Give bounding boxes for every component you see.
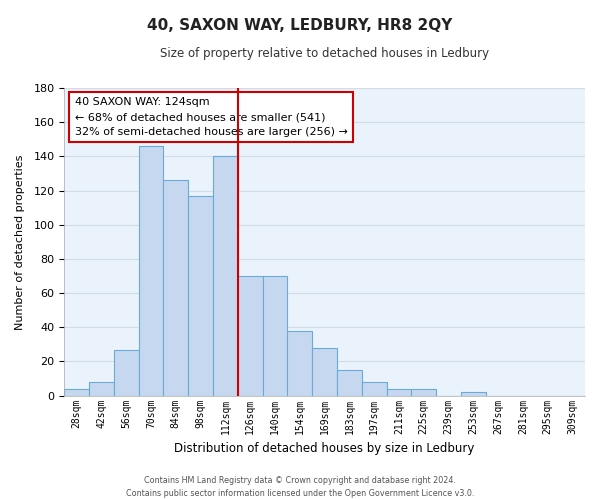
- Text: 40, SAXON WAY, LEDBURY, HR8 2QY: 40, SAXON WAY, LEDBURY, HR8 2QY: [148, 18, 452, 32]
- Bar: [139, 146, 163, 396]
- Bar: [362, 382, 386, 396]
- Y-axis label: Number of detached properties: Number of detached properties: [15, 154, 25, 330]
- Text: Contains HM Land Registry data © Crown copyright and database right 2024.
Contai: Contains HM Land Registry data © Crown c…: [126, 476, 474, 498]
- Bar: [188, 196, 213, 396]
- Bar: [337, 370, 362, 396]
- Title: Size of property relative to detached houses in Ledbury: Size of property relative to detached ho…: [160, 48, 489, 60]
- Bar: [386, 389, 412, 396]
- Bar: [461, 392, 486, 396]
- X-axis label: Distribution of detached houses by size in Ledbury: Distribution of detached houses by size …: [175, 442, 475, 455]
- Bar: [163, 180, 188, 396]
- Bar: [287, 330, 312, 396]
- Bar: [263, 276, 287, 396]
- Bar: [64, 389, 89, 396]
- Bar: [412, 389, 436, 396]
- Bar: [238, 276, 263, 396]
- Bar: [89, 382, 114, 396]
- Text: 40 SAXON WAY: 124sqm
← 68% of detached houses are smaller (541)
32% of semi-deta: 40 SAXON WAY: 124sqm ← 68% of detached h…: [74, 98, 347, 137]
- Bar: [213, 156, 238, 396]
- Bar: [312, 348, 337, 396]
- Bar: [114, 350, 139, 396]
